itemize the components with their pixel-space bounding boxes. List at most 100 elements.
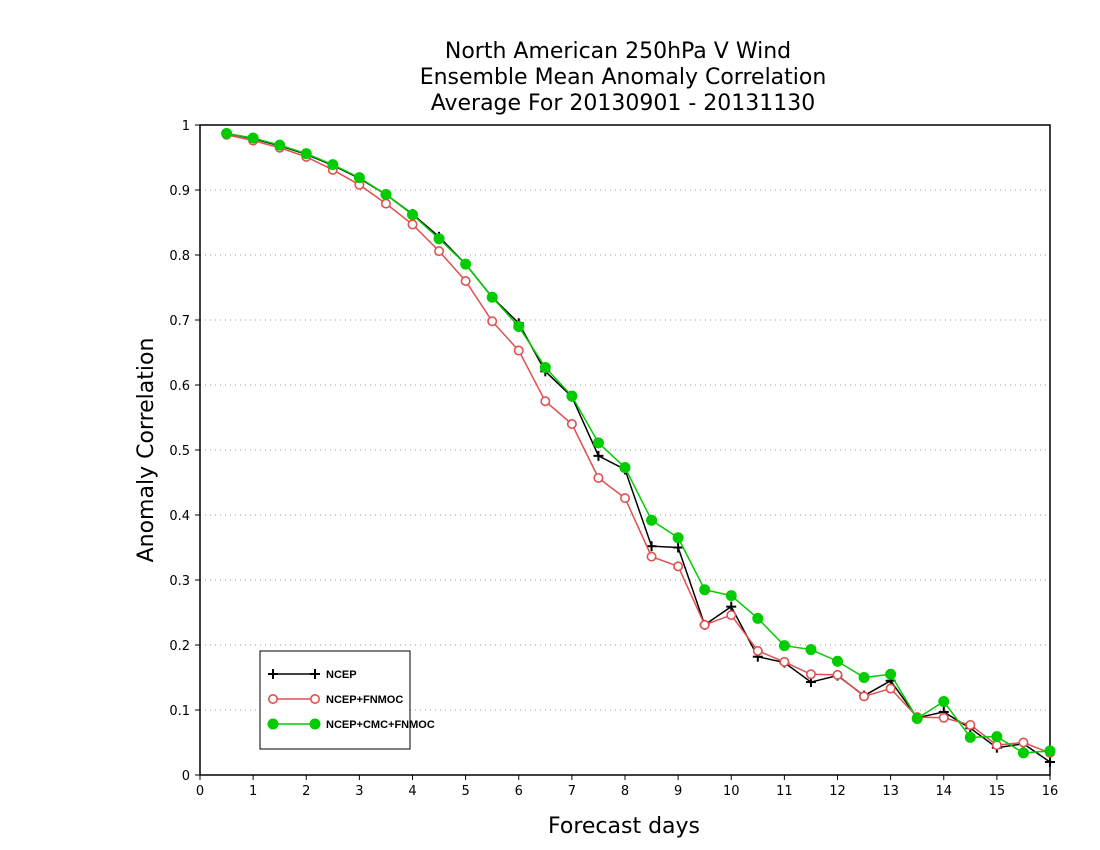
data-point-ncep-fnmoc — [540, 396, 551, 407]
data-series — [221, 127, 1056, 767]
data-point-ncep-cmc-fnmoc — [433, 233, 445, 245]
x-tick-label: 13 — [882, 784, 899, 799]
data-point-ncep-fnmoc — [965, 719, 976, 730]
data-point-ncep-fnmoc — [938, 712, 949, 723]
y-tick-label: 0.5 — [169, 444, 190, 459]
chart-title-line-3: Average For 20130901 - 20131130 — [431, 91, 816, 116]
y-axis-label: Anomaly Correlation — [134, 338, 159, 563]
axes: 0 1 2 3 4 5 6 7 8 9 10 11 12 13 14 15 1600.10.20.30.40.5… — [169, 119, 1058, 799]
y-tick-label: 0.3 — [169, 574, 190, 589]
legend: NCEP NCEP+FNMOC NCEP+CMC+FNMOC — [259, 650, 435, 750]
data-point-ncep-cmc-fnmoc — [539, 361, 551, 373]
data-point-ncep-cmc-fnmoc — [911, 712, 923, 724]
data-point-ncep — [726, 601, 737, 612]
legend-marker-end — [309, 693, 320, 704]
grid-lines — [200, 189, 1050, 711]
x-tick-label: 5 — [461, 784, 469, 799]
data-point-ncep-cmc-fnmoc — [725, 590, 737, 602]
data-point-ncep-cmc-fnmoc — [380, 189, 392, 201]
data-point-ncep-fnmoc — [593, 472, 604, 483]
data-point-ncep-cmc-fnmoc — [964, 731, 976, 743]
x-tick-label: 10 — [723, 784, 740, 799]
data-point-ncep-cmc-fnmoc — [486, 291, 498, 303]
data-point-ncep — [646, 541, 657, 552]
legend-items: NCEP NCEP+FNMOC NCEP+CMC+FNMOC — [267, 669, 435, 731]
x-tick-label: 4 — [408, 784, 416, 799]
x-tick-label: 1 — [249, 784, 257, 799]
data-point-ncep-cmc-fnmoc — [858, 672, 870, 683]
chart-title: North American 250hPa V Wind Ensemble Me… — [420, 39, 827, 116]
data-point-ncep-fnmoc — [885, 683, 896, 694]
data-point-ncep-fnmoc — [991, 740, 1002, 751]
legend-label: NCEP+CMC+FNMOC — [326, 719, 435, 731]
y-tick-label: 0.1 — [169, 704, 190, 719]
data-point-ncep-cmc-fnmoc — [247, 132, 259, 144]
series-ncep-cmc-fnmoc — [221, 127, 1056, 759]
data-point-ncep-cmc-fnmoc — [832, 655, 843, 667]
data-point-ncep-cmc-fnmoc — [991, 731, 1003, 743]
data-point-ncep-cmc-fnmoc — [407, 209, 418, 221]
data-point-ncep — [673, 542, 684, 553]
data-point-ncep-cmc-fnmoc — [885, 668, 897, 680]
data-point-ncep-cmc-fnmoc — [460, 258, 472, 270]
data-point-ncep-cmc-fnmoc — [1017, 747, 1029, 759]
data-point-ncep-cmc-fnmoc — [274, 139, 286, 151]
x-tick-label: 6 — [515, 784, 523, 799]
legend-marker-end — [310, 669, 320, 679]
legend-label: NCEP — [326, 669, 357, 681]
data-point-ncep-cmc-fnmoc — [752, 612, 764, 624]
data-point-ncep-cmc-fnmoc — [672, 532, 684, 544]
data-point-ncep-cmc-fnmoc — [805, 644, 817, 656]
y-tick-label: 1 — [182, 119, 190, 134]
y-tick-label: 0.4 — [169, 509, 190, 524]
x-tick-label: 11 — [776, 784, 793, 799]
data-point-ncep-fnmoc — [619, 493, 630, 504]
x-axis-label: Forecast days — [548, 814, 700, 839]
legend-item-ncep: NCEP — [268, 669, 357, 681]
x-tick-label: 15 — [989, 784, 1006, 799]
data-point-ncep-fnmoc — [513, 345, 524, 356]
x-tick-label: 16 — [1042, 784, 1059, 799]
data-point-ncep-cmc-fnmoc — [566, 390, 578, 402]
x-tick-label: 7 — [568, 784, 576, 799]
data-point-ncep-cmc-fnmoc — [619, 462, 631, 474]
data-point-ncep-fnmoc — [832, 669, 843, 680]
data-point-ncep — [593, 450, 604, 461]
data-point-ncep-cmc-fnmoc — [300, 148, 312, 160]
data-point-ncep-cmc-fnmoc — [938, 696, 950, 708]
data-point-ncep-fnmoc — [487, 316, 498, 327]
chart-title-line-1: North American 250hPa V Wind — [445, 39, 791, 64]
data-point-ncep-fnmoc — [460, 275, 471, 286]
data-point-ncep-fnmoc — [434, 246, 445, 257]
data-point-ncep-fnmoc — [699, 619, 710, 630]
x-tick-label: 3 — [355, 784, 363, 799]
data-point-ncep-fnmoc — [673, 561, 684, 572]
data-point-ncep-fnmoc — [646, 551, 657, 562]
data-point-ncep-fnmoc — [1018, 737, 1029, 748]
legend-label: NCEP+FNMOC — [326, 694, 403, 706]
legend-marker-end — [309, 718, 321, 730]
y-tick-label: 0.2 — [169, 639, 190, 654]
legend-item-ncep-fnmoc: NCEP+FNMOC — [267, 693, 403, 706]
legend-box — [259, 650, 411, 750]
data-point-ncep-cmc-fnmoc — [1044, 745, 1056, 757]
data-point-ncep-fnmoc — [407, 219, 418, 230]
data-point-ncep — [1045, 757, 1055, 767]
legend-marker-start — [267, 693, 278, 704]
y-tick-label: 0.9 — [169, 184, 190, 199]
x-tick-label: 2 — [302, 784, 310, 799]
data-point-ncep-cmc-fnmoc — [778, 640, 790, 652]
legend-marker-start — [267, 718, 279, 730]
x-tick-label: 14 — [935, 784, 952, 799]
data-point-ncep-cmc-fnmoc — [699, 584, 711, 596]
data-point-ncep-cmc-fnmoc — [353, 172, 365, 184]
data-point-ncep-cmc-fnmoc — [646, 514, 658, 526]
data-point-ncep-fnmoc — [726, 610, 737, 621]
x-tick-label: 12 — [829, 784, 846, 799]
data-point-ncep-fnmoc — [779, 656, 790, 667]
data-point-ncep-fnmoc — [859, 691, 870, 702]
data-point-ncep-cmc-fnmoc — [221, 127, 233, 139]
y-tick-label: 0 — [182, 769, 190, 784]
